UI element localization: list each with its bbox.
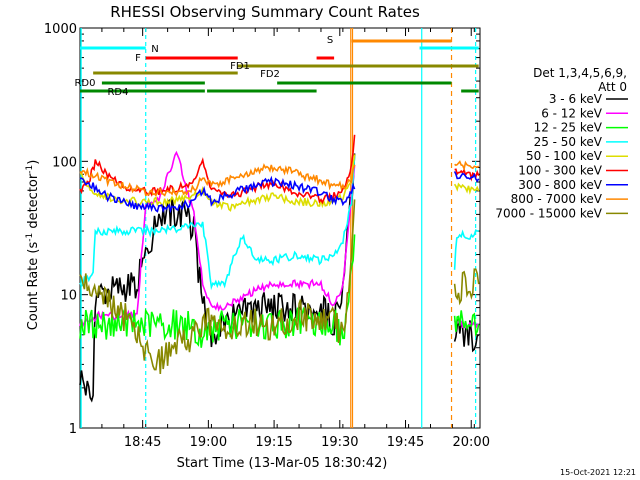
legend-label: 7000 - 15000 keV xyxy=(495,206,602,220)
observing-state-label: RD4 xyxy=(107,87,128,98)
plot-frame xyxy=(79,27,481,429)
series-line-800-7000keV xyxy=(454,160,480,172)
series-line-12-25keV xyxy=(453,310,480,337)
legend-label: 50 - 100 keV xyxy=(526,149,603,163)
y-tick-label: 1 xyxy=(69,422,77,437)
observing-state-label: FD1 xyxy=(230,61,250,72)
timestamp: 15-Oct-2021 12:21 xyxy=(560,468,636,477)
series-line-50-100keV xyxy=(453,182,480,195)
observing-state-label: S xyxy=(327,35,333,46)
observing-state-label: N xyxy=(151,44,158,55)
legend-label: 25 - 50 keV xyxy=(534,135,603,149)
series-line-7000-15000keV xyxy=(79,199,356,374)
legend-label: 800 - 7000 keV xyxy=(511,192,603,206)
series-line-100-300keV xyxy=(79,134,356,205)
x-tick-label: 18:45 xyxy=(124,435,161,450)
y-tick-label: 10 xyxy=(60,289,77,304)
series-line-3-6keV xyxy=(79,153,356,403)
legend-label: 3 - 6 keV xyxy=(549,92,603,106)
chart-title: RHESSI Observing Summary Count Rates xyxy=(110,3,420,21)
x-tick-label: 19:45 xyxy=(387,435,424,450)
series-line-25-50keV xyxy=(453,229,479,270)
series-line-300-800keV xyxy=(453,171,480,183)
legend-subtitle: Att 0 xyxy=(598,80,627,94)
observing-state-label: RD0 xyxy=(74,78,95,89)
series-line-7000-15000keV xyxy=(453,268,480,306)
series-line-6-12keV xyxy=(79,150,356,329)
series-line-50-100keV xyxy=(79,154,356,212)
legend-title: Det 1,3,4,5,6,9, xyxy=(533,66,627,80)
observing-state-label: F xyxy=(135,53,141,64)
y-tick-label: 1000 xyxy=(44,22,77,37)
x-tick-label: 19:15 xyxy=(255,435,292,450)
y-axis-label: Count Rate (s-1 detector-1) xyxy=(25,160,41,331)
legend-label: 300 - 800 keV xyxy=(518,178,602,192)
observing-state-label: FD2 xyxy=(260,69,280,80)
x-axis-label: Start Time (13-Mar-05 18:30:42) xyxy=(177,456,388,471)
series-line-25-50keV xyxy=(79,155,356,291)
legend-label: 12 - 25 keV xyxy=(534,121,603,135)
series-line-300-800keV xyxy=(79,175,356,214)
x-tick-label: 20:00 xyxy=(453,435,490,450)
legend-label: 6 - 12 keV xyxy=(541,106,603,120)
y-tick-label: 100 xyxy=(52,155,77,170)
x-tick-label: 19:30 xyxy=(321,435,358,450)
series-line-800-7000keV xyxy=(79,163,356,197)
series-line-12-25keV xyxy=(79,234,356,348)
x-tick-label: 19:00 xyxy=(190,435,227,450)
legend-label: 100 - 300 keV xyxy=(518,164,602,178)
